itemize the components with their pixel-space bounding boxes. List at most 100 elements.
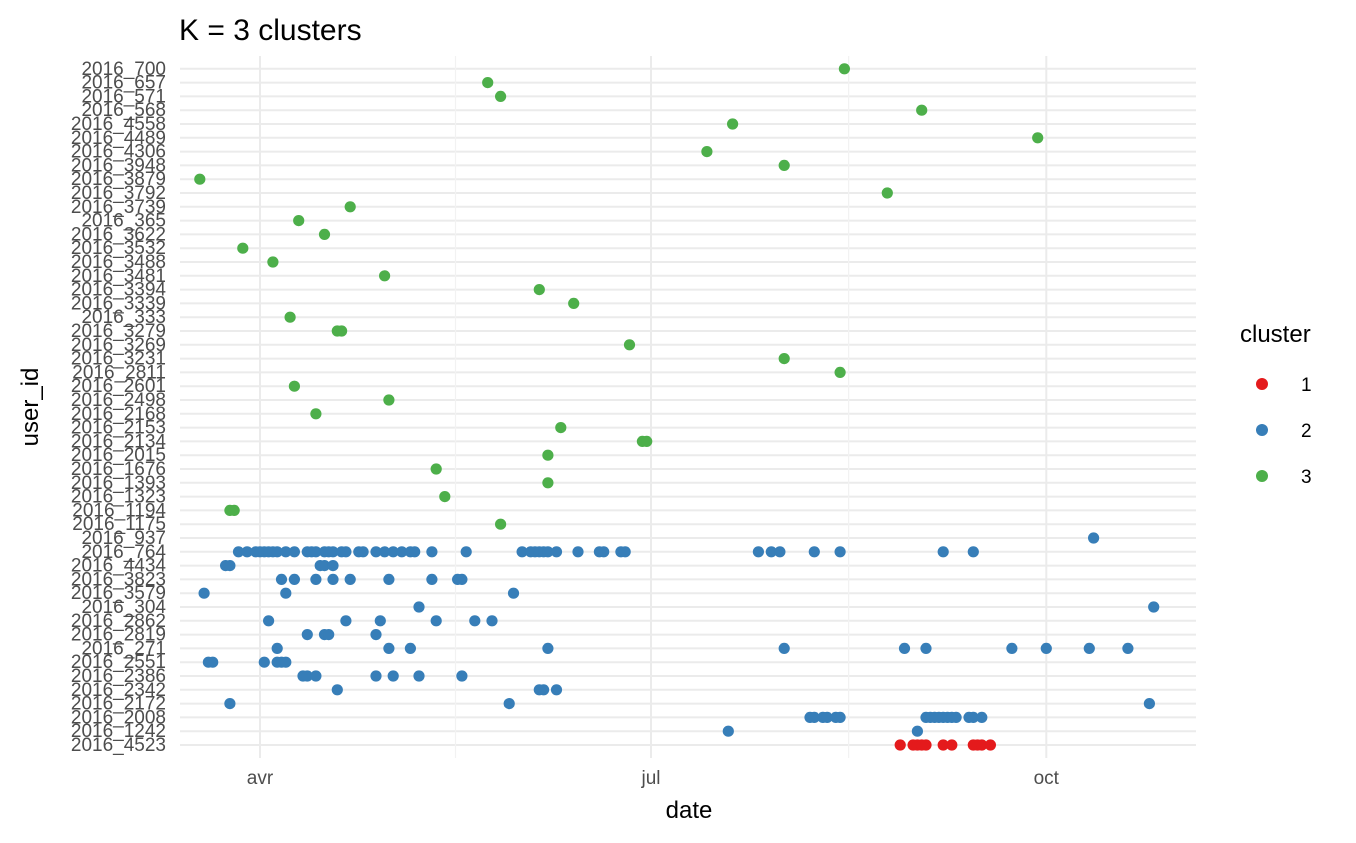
data-point [727, 118, 739, 130]
data-point [722, 725, 734, 737]
data-point [778, 642, 790, 655]
data-point [460, 546, 472, 558]
y-tick-label: 2016_1242 [71, 721, 166, 742]
data-point [834, 711, 846, 724]
y-tick-label: 2016_271 [81, 638, 166, 659]
data-point [765, 546, 777, 558]
data-point [370, 670, 382, 682]
data-point [383, 573, 395, 586]
y-tick-label: 2016_333 [81, 307, 166, 328]
y-tick-label: 2016_2386 [71, 666, 166, 687]
data-point [821, 711, 833, 724]
data-point [383, 394, 395, 406]
y-tick-label: 2016_1175 [72, 514, 166, 535]
y-tick-label: 2016_2862 [71, 611, 166, 632]
y-tick-label: 2016_2811 [72, 362, 166, 383]
y-tick-label: 2016_3823 [71, 569, 166, 590]
data-point [937, 546, 949, 558]
y-tick-label: 2016_2153 [71, 418, 166, 439]
y-tick-label: 2016_3269 [71, 335, 166, 356]
data-point [495, 518, 507, 530]
data-point [911, 725, 924, 737]
data-point [344, 573, 356, 586]
data-point [967, 546, 979, 558]
data-point [967, 711, 979, 724]
data-point [550, 684, 563, 696]
data-point [946, 739, 958, 751]
data-point [486, 615, 498, 627]
y-tick-label: 2016_3579 [71, 583, 166, 604]
y-tick-label: 2016_2819 [71, 625, 166, 646]
data-point [413, 601, 425, 613]
data-point [280, 587, 292, 599]
data-point [404, 642, 416, 655]
data-point [293, 215, 305, 227]
y-tick-label: 2016_2342 [71, 680, 166, 701]
data-point [920, 642, 932, 655]
data-point [778, 353, 790, 365]
data-point [503, 698, 515, 710]
y-axis-title: user_id [17, 368, 44, 447]
y-tick-label: 2016_568 [81, 100, 166, 121]
data-point [1006, 642, 1018, 655]
data-point [263, 615, 275, 627]
data-point [834, 366, 846, 378]
data-point [318, 228, 331, 240]
y-tick-label: 2016_1194 [72, 500, 166, 521]
data-point [495, 90, 507, 102]
data-point [920, 739, 932, 751]
data-point [310, 670, 322, 682]
data-point [275, 573, 288, 586]
y-tick-label: 2016_1323 [71, 487, 166, 508]
data-point [516, 546, 528, 558]
data-point [310, 546, 322, 558]
y-tick-label: 2016_3488 [71, 252, 166, 273]
x-tick-label: oct [1034, 768, 1060, 789]
data-point [237, 242, 249, 254]
y-tick-label: 2016_4523 [71, 735, 166, 756]
y-tick-label: 2016_3394 [71, 280, 167, 301]
data-point [318, 560, 331, 572]
data-point [894, 739, 906, 751]
data-point [280, 656, 292, 668]
y-tick-label: 2016_304 [81, 597, 166, 618]
data-point [327, 560, 339, 572]
legend-key-3 [1256, 470, 1268, 482]
data-point [439, 491, 451, 503]
data-point [641, 435, 653, 447]
data-point [568, 297, 580, 309]
data-point [984, 739, 997, 751]
data-point [1083, 642, 1095, 655]
data-point [456, 573, 468, 586]
data-point [383, 642, 395, 655]
data-point [327, 573, 339, 586]
legend-label: 1 [1301, 375, 1312, 396]
y-tick-label: 2016_2172 [71, 694, 166, 715]
data-point [331, 684, 343, 696]
x-tick-label: jul [640, 768, 660, 789]
data-point [301, 670, 313, 682]
data-point [533, 284, 545, 296]
data-point [288, 380, 300, 392]
y-tick-label: 2016_2168 [71, 404, 166, 425]
data-point [507, 587, 520, 599]
x-tick-labels: avr jul oct [247, 768, 1060, 789]
grid [180, 56, 1196, 758]
data-point [550, 546, 563, 558]
legend-key-1 [1256, 378, 1268, 390]
data-point [280, 546, 292, 558]
data-point [344, 201, 356, 213]
y-tick-label: 2016_764 [81, 542, 166, 563]
data-point [916, 104, 928, 116]
y-tick-label: 2016_4558 [71, 114, 166, 135]
data-point [598, 546, 610, 558]
y-tick-label: 2016_1676 [71, 459, 166, 480]
y-tick-label: 2016_657 [81, 73, 166, 94]
y-tick-label: 2016_3792 [71, 183, 166, 204]
data-point [409, 546, 421, 558]
data-point [327, 546, 339, 558]
series-cluster-3 [194, 63, 1044, 530]
y-tick-label: 2016_3948 [71, 155, 166, 176]
